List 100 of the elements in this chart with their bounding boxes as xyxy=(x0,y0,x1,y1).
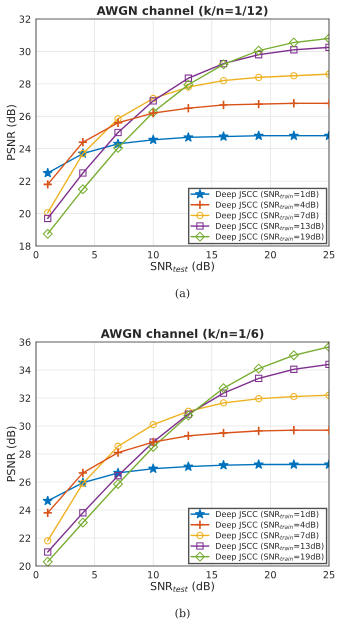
y-tick-label: 24 xyxy=(19,145,31,152)
y-tick-label: 22 xyxy=(19,534,30,542)
point xyxy=(150,94,157,102)
point xyxy=(150,97,157,105)
x-tick-label: 0 xyxy=(34,251,38,258)
y-tick-label: 32 xyxy=(20,394,30,402)
legend-label: Deep JSCC (SNR$_{train}$=13dB) xyxy=(216,542,324,551)
point xyxy=(114,128,122,136)
point xyxy=(113,118,124,128)
point xyxy=(183,461,194,472)
point xyxy=(288,38,299,48)
point xyxy=(79,509,87,516)
point xyxy=(113,142,123,153)
x-tick-label: 15 xyxy=(206,571,218,578)
point xyxy=(79,480,87,488)
point xyxy=(218,428,229,438)
y-tick-label: 26 xyxy=(19,478,31,486)
x-axis-title: SNR$_{test}$ (dB) xyxy=(150,582,214,592)
point xyxy=(254,130,264,140)
point xyxy=(288,350,299,360)
y-tick-label: 26 xyxy=(19,112,31,120)
point xyxy=(42,556,53,566)
point xyxy=(254,459,264,469)
point xyxy=(218,131,229,142)
point xyxy=(148,134,158,144)
chart-title: AWGN channel (k/n=1/6) xyxy=(100,328,264,340)
legend-label: Deep JSCC (SNR$_{train}$=19dB) xyxy=(216,553,324,562)
point xyxy=(254,99,264,110)
point xyxy=(148,442,158,452)
point xyxy=(218,100,229,110)
point xyxy=(183,103,194,114)
text: (a) xyxy=(176,288,190,299)
point xyxy=(42,168,53,178)
point xyxy=(220,399,228,407)
y-tick-label: 20 xyxy=(19,562,30,570)
point xyxy=(183,430,194,441)
y-axis-title: PSNR (dB) xyxy=(6,105,17,160)
point xyxy=(184,74,192,82)
x-tick-label: 25 xyxy=(324,251,334,258)
point xyxy=(44,209,52,216)
point xyxy=(78,184,88,194)
x-tick-label: 5 xyxy=(92,571,97,578)
legend-label: Deep JSCC (SNR$_{train}$=1dB) xyxy=(216,190,318,199)
point xyxy=(290,392,298,400)
point xyxy=(288,459,299,469)
point xyxy=(148,463,158,474)
point xyxy=(42,228,53,239)
point xyxy=(290,46,298,54)
x-tick-label: 10 xyxy=(148,571,159,578)
chart-title: AWGN channel (k/n=1/12) xyxy=(96,6,268,16)
point xyxy=(114,442,122,450)
legend-label: Deep JSCC (SNR$_{train}$=1dB) xyxy=(216,510,318,519)
x-tick-label: 20 xyxy=(264,571,276,578)
point xyxy=(290,72,298,80)
x-tick-label: 25 xyxy=(324,571,334,578)
point xyxy=(44,214,52,222)
point xyxy=(78,518,88,528)
point xyxy=(255,51,262,58)
point xyxy=(288,98,299,108)
x-tick-label: 10 xyxy=(148,251,159,258)
point xyxy=(220,76,228,84)
x-tick-label: 5 xyxy=(92,251,97,258)
point xyxy=(218,460,229,470)
legend-label: Deep JSCC (SNR$_{train}$=7dB) xyxy=(216,532,318,540)
point xyxy=(290,366,298,373)
legend-label: Deep JSCC (SNR$_{train}$=13dB) xyxy=(216,222,324,231)
point xyxy=(184,83,192,91)
point xyxy=(113,448,124,458)
y-tick-label: 24 xyxy=(19,506,31,514)
point xyxy=(288,425,299,436)
legend-label: Deep JSCC (SNR$_{train}$=4dB) xyxy=(216,201,318,210)
point xyxy=(288,130,299,140)
point xyxy=(220,389,228,397)
y-tick-label: 28 xyxy=(19,450,30,458)
y-tick-label: 36 xyxy=(20,338,31,346)
legend-label: Deep JSCC (SNR$_{train}$=7dB) xyxy=(216,212,318,220)
y-tick-label: 34 xyxy=(20,366,31,374)
point xyxy=(254,364,264,374)
point xyxy=(255,374,262,382)
y-tick-label: 20 xyxy=(19,210,30,218)
point xyxy=(218,383,228,394)
point xyxy=(113,479,123,490)
point xyxy=(183,410,194,420)
point xyxy=(255,74,262,82)
point xyxy=(42,496,53,506)
x-tick-label: 15 xyxy=(206,251,218,258)
point xyxy=(42,179,53,190)
point xyxy=(44,548,52,556)
point xyxy=(183,80,194,90)
point xyxy=(78,468,88,478)
text: (b) xyxy=(175,608,190,619)
y-tick-label: 22 xyxy=(19,178,30,185)
x-tick-label: 0 xyxy=(34,571,38,578)
point xyxy=(150,420,157,428)
x-tick-label: 20 xyxy=(264,251,276,258)
point xyxy=(78,137,88,148)
y-axis-title: PSNR (dB) xyxy=(6,426,17,482)
legend-label: Deep JSCC (SNR$_{train}$=19dB) xyxy=(216,233,324,242)
y-tick-label: 28 xyxy=(19,80,30,88)
point xyxy=(44,537,52,544)
